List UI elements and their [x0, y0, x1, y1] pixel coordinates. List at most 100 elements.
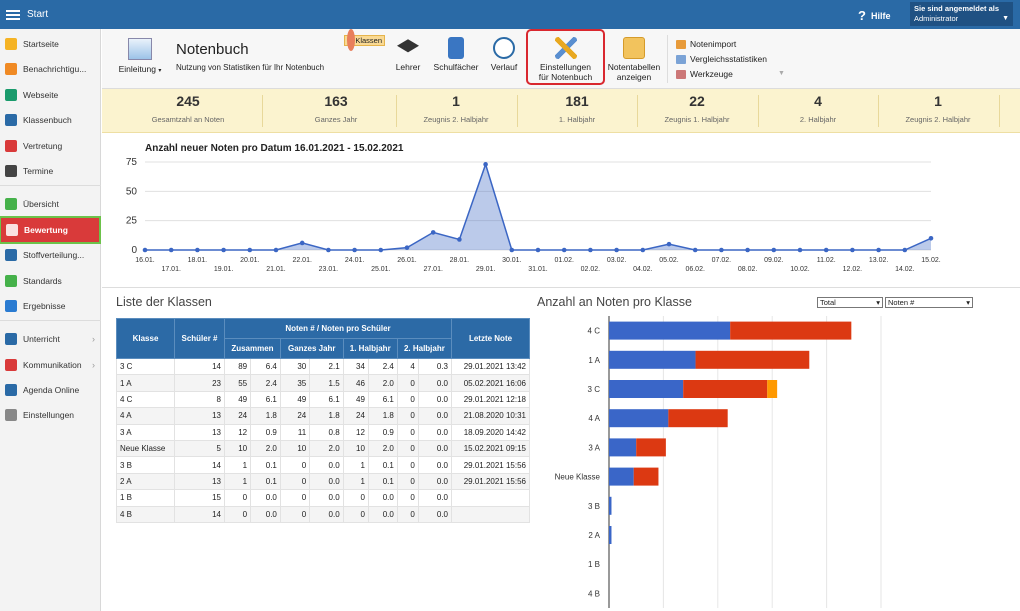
data-point[interactable]	[719, 247, 724, 253]
sidebar-item-13[interactable]: Agenda Online	[0, 378, 101, 402]
table-row[interactable]: 4 A 13 24 1.8 24 1.8 24 1.8 0 0.0 21.08.2020 10:31	[116, 407, 530, 425]
sidebar-item-1[interactable]: Benachrichtigu...	[0, 57, 101, 81]
bar-segment[interactable]	[609, 438, 637, 457]
col-1-halbjahr[interactable]: 1. Halbjahr	[342, 338, 398, 359]
data-point[interactable]	[902, 247, 908, 253]
lehrer-button[interactable]: Lehrer	[390, 35, 426, 81]
table-row[interactable]: 1 B 15 0 0.0 0 0.0 0 0.0 0 0.0	[116, 489, 530, 507]
sidebar-item-8[interactable]: Stoffverteilung...	[0, 243, 101, 267]
col-schueler[interactable]: Schüler #	[174, 318, 225, 359]
table-row[interactable]: 1 A 23 55 2.4 35 1.5 46 2.0 0 0.0 05.02.2021 16:06	[116, 374, 530, 392]
bar-segment[interactable]	[609, 321, 731, 340]
data-point[interactable]	[823, 247, 829, 253]
data-point[interactable]	[457, 237, 462, 242]
data-point[interactable]	[247, 247, 253, 253]
data-point[interactable]	[509, 247, 515, 253]
data-point[interactable]	[928, 235, 934, 241]
menu-icon[interactable]	[6, 9, 20, 20]
col-letzte-note[interactable]: Letzte Note	[451, 318, 530, 359]
data-point[interactable]	[850, 247, 855, 253]
col-ganzes-jahr[interactable]: Ganzes Jahr	[279, 338, 344, 359]
data-point[interactable]	[797, 247, 803, 253]
sidebar-item-11[interactable]: Unterricht ›	[0, 327, 101, 351]
table-row[interactable]: Neue Klasse 5 10 2.0 10 2.0 10 2.0 0 0.0 15.02.202…	[116, 439, 530, 458]
data-point[interactable]	[299, 240, 305, 246]
sidebar-item-3[interactable]: Klassenbuch	[0, 108, 101, 132]
data-point[interactable]	[666, 241, 672, 247]
table-row[interactable]: 3 B 14 1 0.1 0 0.0 1 0.1 0 0.0 29.01.2021 15:56	[116, 456, 530, 474]
data-point[interactable]	[535, 247, 541, 253]
app-title[interactable]: Start	[27, 9, 49, 20]
einstellungen-notenbuch-button[interactable]: Einstellungen für Notenbuch	[526, 29, 605, 85]
x-tick-label: 29.01.	[476, 266, 496, 273]
data-point[interactable]	[771, 247, 777, 253]
line-chart: 0 25 50 75 16.01. 17.01. 18.01. 19.01. 20.01. 21.…	[126, 157, 941, 273]
klassen-button[interactable]: Klassen	[344, 29, 385, 51]
chevron-down-icon[interactable]: ▼	[778, 70, 785, 77]
sidebar-item-4[interactable]: Vertretung	[0, 134, 101, 158]
data-point[interactable]	[273, 247, 279, 253]
bar-segment[interactable]	[633, 467, 659, 486]
sidebar-item-6[interactable]: Übersicht	[0, 192, 101, 216]
vergleichsstatistiken-link[interactable]: Vergleichsstatistiken	[676, 52, 767, 67]
data-point[interactable]	[614, 247, 619, 253]
sidebar-item-9[interactable]: Standards	[0, 269, 101, 293]
bar-segment[interactable]	[636, 438, 666, 457]
bar-segment[interactable]	[609, 467, 634, 486]
einleitung-button[interactable]: Einleitung ▾	[114, 38, 166, 74]
table-cell: 0.0	[417, 407, 453, 425]
col-2-halbjahr[interactable]: 2. Halbjahr	[396, 338, 453, 359]
werkzeuge-link[interactable]: Werkzeuge	[676, 67, 767, 82]
data-point[interactable]	[430, 230, 436, 235]
sidebar-item-5[interactable]: Termine	[0, 159, 101, 183]
table-row[interactable]: 4 C 8 49 6.1 49 6.1 49 6.1 0 0.0 29.01.2021 12:18	[116, 390, 530, 409]
bar-segment[interactable]	[767, 380, 778, 398]
table-row[interactable]: 2 A 13 1 0.1 0 0.0 1 0.1 0 0.0 29.01.2021 15:56	[116, 472, 530, 491]
bar-segment[interactable]	[609, 496, 612, 515]
user-menu[interactable]: Sie sind angemeldet als Administrator ▼	[910, 2, 1013, 26]
bar-segment[interactable]	[609, 380, 684, 398]
help-button[interactable]: ? Hilfe	[858, 8, 890, 23]
data-point[interactable]	[195, 247, 200, 253]
table-row[interactable]: 4 B 14 0 0.0 0 0.0 0 0.0 0 0.0	[116, 505, 530, 523]
bar-segment[interactable]	[668, 409, 728, 428]
data-point[interactable]	[483, 162, 488, 167]
x-tick-label: 24.01.	[345, 257, 365, 264]
notenimport-link[interactable]: Notenimport	[676, 37, 767, 52]
table-row[interactable]: 3 A 13 12 0.9 11 0.8 12 0.9 0 0.0 18.09.2020 14:42	[116, 423, 530, 441]
bar-segment[interactable]	[609, 526, 612, 544]
notentabellen-button[interactable]: Notentabellen anzeigen	[607, 35, 661, 82]
table-row[interactable]: 3 C 14 89 6.4 30 2.1 34 2.4 4 0.3 29.01.2021 13:42	[116, 357, 530, 376]
data-point[interactable]	[142, 247, 148, 253]
data-point[interactable]	[378, 247, 384, 253]
data-point[interactable]	[221, 247, 226, 253]
col-zusammen[interactable]: Zusammen	[224, 338, 281, 359]
sidebar-item-0[interactable]: Startseite	[0, 32, 101, 56]
verlauf-button[interactable]: Verlauf	[486, 35, 522, 81]
bar-segment[interactable]	[609, 409, 669, 428]
bar-segment[interactable]	[683, 380, 768, 398]
total-select[interactable]: Total ▾	[817, 297, 883, 308]
bar-segment[interactable]	[695, 350, 810, 369]
data-point[interactable]	[745, 247, 750, 253]
data-point[interactable]	[692, 247, 698, 253]
sidebar-item-14[interactable]: Einstellungen	[0, 403, 101, 427]
sidebar-item-10[interactable]: Ergebnisse	[0, 294, 101, 318]
noten-select[interactable]: Noten # ▾	[885, 297, 973, 308]
data-point[interactable]	[876, 247, 881, 253]
data-point[interactable]	[640, 247, 646, 253]
data-point[interactable]	[352, 247, 357, 253]
sidebar-item-12[interactable]: Kommunikation ›	[0, 353, 101, 377]
col-klasse[interactable]: Klasse	[116, 318, 175, 359]
chevron-down-icon: ▼	[1002, 15, 1009, 22]
bar-segment[interactable]	[730, 321, 852, 340]
bar-segment[interactable]	[609, 350, 696, 369]
schulfaecher-button[interactable]: Schulfächer	[430, 35, 482, 81]
data-point[interactable]	[168, 247, 174, 253]
sidebar-item-7[interactable]: Bewertung	[0, 216, 101, 244]
sidebar-item-2[interactable]: Webseite	[0, 83, 101, 107]
data-point[interactable]	[404, 245, 410, 250]
data-point[interactable]	[588, 247, 593, 253]
data-point[interactable]	[326, 247, 331, 253]
data-point[interactable]	[561, 247, 567, 253]
